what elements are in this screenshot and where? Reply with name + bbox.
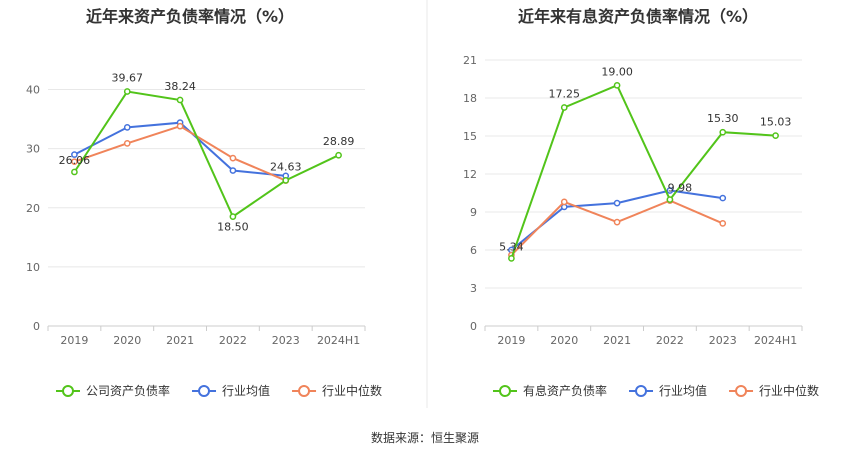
data-labels: 26.06 39.67 38.24 18.50 24.63 28.89 (59, 72, 355, 234)
legend-marker (499, 385, 511, 397)
legend-item-company[interactable]: 有息资产负债率 (493, 383, 607, 398)
series-line-company (73, 90, 340, 219)
legend-marker (198, 385, 211, 397)
chart-panel-debt-ratio: 近年来资产负债率情况（%） 0 10 20 30 40 2019 2020 2021 2022 2… (26, 7, 382, 398)
data-label: 26.06 (59, 154, 91, 167)
y-tick-label: 0 (470, 320, 477, 333)
chart-title: 近年来有息资产负债率情况（%） (518, 7, 758, 26)
data-label: 17.25 (549, 88, 581, 101)
legend-label: 行业均值 (222, 383, 270, 398)
legend-item-company[interactable]: 公司资产负债率 (56, 383, 170, 398)
axes: 0 3 6 9 12 15 18 21 2019 2020 2021 2022 2023 2024H1 (463, 54, 803, 347)
x-tick-label: 2021 (166, 334, 194, 347)
data-point-company (613, 81, 621, 89)
x-tick-label: 2020 (113, 334, 141, 347)
data-label: 24.63 (270, 160, 302, 173)
series-lines (508, 81, 779, 262)
series-lines (71, 88, 342, 220)
x-tick-label: 2023 (272, 334, 300, 347)
legend-item-industry-avg[interactable]: 行业均值 (192, 383, 270, 398)
x-tick-label: 2024H1 (754, 334, 797, 347)
series-line-industry-median (510, 199, 724, 256)
data-label: 38.24 (164, 80, 196, 93)
data-label: 18.50 (217, 221, 249, 234)
data-point-industry-avg (613, 199, 621, 207)
data-point-industry-median (71, 158, 78, 166)
data-point-company (560, 104, 568, 111)
data-label: 15.30 (707, 112, 739, 125)
data-point-company (666, 196, 674, 203)
y-tick-label: 21 (463, 54, 477, 67)
legend-label: 行业均值 (659, 383, 707, 398)
data-label: 28.89 (323, 135, 355, 148)
data-point-industry-avg (229, 167, 237, 174)
data-point-company (719, 128, 727, 136)
x-tick-label: 2019 (497, 334, 525, 347)
legend: 有息资产负债率 行业均值 行业中位数 (493, 383, 819, 398)
data-labels: 5.34 17.25 19.00 9.98 15.30 15.03 (499, 65, 791, 253)
legend-marker (735, 385, 748, 397)
data-label: 39.67 (112, 72, 144, 85)
legend-item-industry-median[interactable]: 行业中位数 (292, 383, 382, 398)
y-tick-label: 0 (33, 320, 40, 333)
data-point-industry-median (613, 218, 621, 226)
legend-label: 有息资产负债率 (523, 383, 607, 398)
data-point-industry-avg (71, 151, 78, 158)
x-tick-label: 2022 (656, 334, 684, 347)
data-point-industry-median (176, 122, 184, 130)
y-tick-label: 18 (463, 92, 477, 105)
data-point-company (335, 151, 342, 159)
data-label: 19.00 (601, 65, 633, 78)
data-point-industry-avg (123, 124, 131, 131)
gridlines (485, 59, 802, 289)
y-tick-label: 6 (470, 244, 477, 257)
legend-item-industry-median[interactable]: 行业中位数 (729, 383, 819, 398)
legend-item-industry-avg[interactable]: 行业均值 (629, 383, 707, 398)
legend-label: 公司资产负债率 (86, 383, 170, 398)
x-tick-label: 2021 (603, 334, 631, 347)
data-point-industry-median (123, 139, 131, 147)
x-tick-label: 2019 (60, 334, 88, 347)
y-tick-label: 15 (463, 130, 477, 143)
data-point-industry-median (229, 154, 237, 162)
data-point-industry-avg (666, 187, 674, 194)
legend-label: 行业中位数 (322, 383, 382, 398)
x-tick-label: 2020 (550, 334, 578, 347)
legend-marker (635, 385, 648, 397)
y-tick-label: 10 (26, 261, 40, 274)
data-point-industry-median (719, 220, 727, 227)
x-tick-label: 2024H1 (317, 334, 360, 347)
data-point-company (772, 132, 779, 139)
axes: 0 10 20 30 40 2019 2020 2021 2022 2023 2024H1 (26, 84, 366, 347)
legend-label: 行业中位数 (759, 383, 819, 398)
data-point-company (176, 96, 184, 104)
data-point-industry-median (560, 198, 568, 206)
legend-marker (62, 385, 74, 397)
x-tick-label: 2023 (709, 334, 737, 347)
y-tick-label: 12 (463, 168, 477, 181)
data-point-company (71, 168, 78, 176)
series-line-company (510, 84, 776, 259)
data-label: 9.98 (668, 182, 693, 195)
data-source-note: 数据来源：恒生聚源 (371, 430, 479, 445)
chart-panel-interest-debt-ratio: 近年来有息资产负债率情况（%） 0 3 6 9 12 15 18 21 2019 2020 2021… (463, 7, 819, 398)
y-tick-label: 20 (26, 202, 40, 215)
data-point-company (282, 177, 290, 184)
y-tick-label: 30 (26, 143, 40, 156)
legend: 公司资产负债率 行业均值 行业中位数 (56, 383, 382, 398)
data-point-company (508, 255, 515, 262)
x-tick-label: 2022 (219, 334, 247, 347)
data-label: 5.34 (499, 240, 524, 253)
y-tick-label: 9 (470, 206, 477, 219)
data-point-company (229, 213, 237, 220)
y-tick-label: 3 (470, 282, 477, 295)
chart-title: 近年来资产负债率情况（%） (86, 7, 294, 26)
gridlines (48, 89, 365, 268)
y-tick-label: 40 (26, 84, 40, 97)
legend-marker (298, 385, 311, 397)
data-label: 15.03 (760, 116, 792, 129)
data-point-industry-avg (719, 194, 727, 202)
data-point-company (123, 88, 131, 95)
